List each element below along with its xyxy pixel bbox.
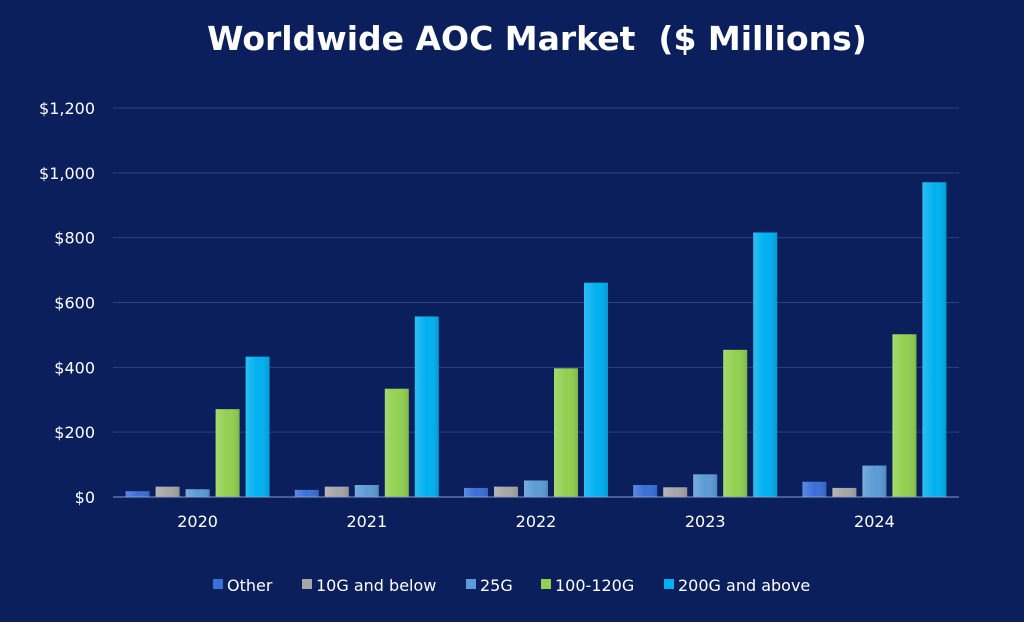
x-tick-label: 2024 xyxy=(854,512,895,531)
bar-shading xyxy=(245,356,270,497)
x-tick-label: 2022 xyxy=(516,512,557,531)
bar-shading xyxy=(414,316,439,497)
chart-title: Worldwide AOC Market ($ Millions) xyxy=(207,19,867,58)
legend-swatch xyxy=(466,579,476,589)
y-tick-label: $200 xyxy=(54,423,95,442)
legend-swatch xyxy=(541,579,551,589)
legend-item: 200G and above xyxy=(664,576,810,595)
bar-shading xyxy=(663,487,688,497)
y-tick-label: $1,000 xyxy=(39,164,95,183)
y-tick-label: $400 xyxy=(54,358,95,377)
bar-shading xyxy=(185,489,210,497)
bar-shading xyxy=(753,232,778,498)
bars xyxy=(125,182,947,498)
legend-label: 100-120G xyxy=(555,576,634,595)
bar-shading xyxy=(125,491,150,497)
gridlines xyxy=(113,107,959,433)
bar-shading xyxy=(723,349,748,497)
legend-label: 200G and above xyxy=(678,576,810,595)
y-tick-label: $1,200 xyxy=(39,99,95,118)
legend-swatch xyxy=(664,579,674,589)
bar-shading xyxy=(494,486,518,497)
legend-swatch xyxy=(213,579,223,589)
legend-label: Other xyxy=(227,576,273,595)
legend-item: 10G and below xyxy=(302,576,436,595)
legend-item: Other xyxy=(213,576,273,595)
x-tick-label: 2023 xyxy=(685,512,726,531)
bar-shading xyxy=(324,486,349,497)
y-tick-label: $800 xyxy=(54,229,95,248)
bar-shading xyxy=(584,282,608,497)
bar-shading xyxy=(802,481,827,497)
legend-label: 25G xyxy=(480,576,513,595)
bar-shading xyxy=(384,388,409,497)
legend-swatch xyxy=(302,579,312,589)
bar-shading xyxy=(524,480,548,497)
bar-shading xyxy=(633,485,658,497)
bar-shading xyxy=(892,334,917,497)
bar-shading xyxy=(922,182,947,497)
bar-shading xyxy=(693,474,718,497)
x-axis-ticks: 2020 2021 2022 2023 2024 xyxy=(177,512,895,531)
bar-shading xyxy=(294,489,319,497)
bar-shading xyxy=(354,485,379,497)
x-tick-label: 2020 xyxy=(177,512,218,531)
y-tick-label: $600 xyxy=(54,294,95,313)
legend-item: 100-120G xyxy=(541,576,634,595)
legend-label: 10G and below xyxy=(316,576,436,595)
bar-shading xyxy=(832,487,857,497)
legend: Other 10G and below 25G 100-120G 200G and ab… xyxy=(213,576,810,595)
bar-shading xyxy=(155,486,180,497)
bar-shading xyxy=(215,409,240,497)
bar-shading xyxy=(862,465,887,497)
bar-shading xyxy=(554,368,578,497)
y-tick-label: $0 xyxy=(75,488,95,507)
bar-shading xyxy=(464,487,488,497)
x-tick-label: 2021 xyxy=(346,512,387,531)
legend-item: 25G xyxy=(466,576,513,595)
y-axis-ticks: $0 $200 $400 $600 $800 $1,000 $1,200 xyxy=(39,99,95,507)
